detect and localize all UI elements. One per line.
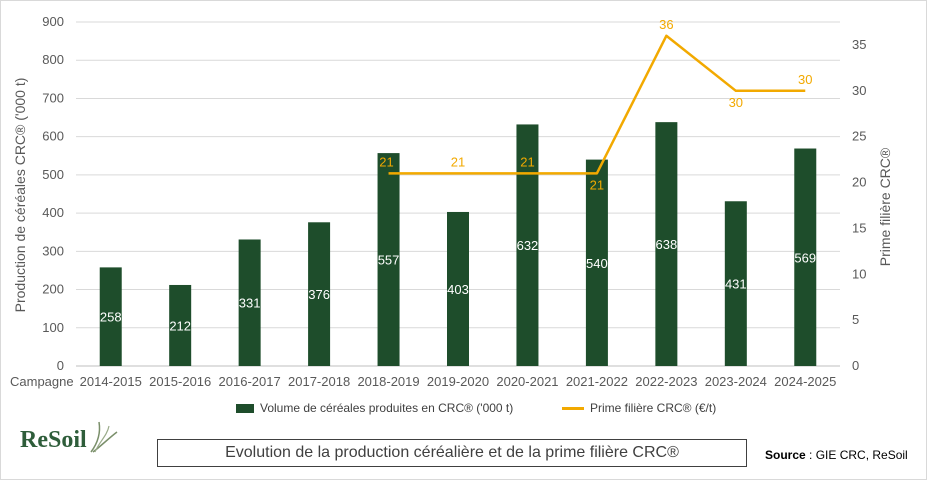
x-tick-label: 2021-2022 — [566, 374, 628, 389]
bar-data-label: 431 — [725, 277, 747, 292]
bar-data-label: 632 — [517, 238, 539, 253]
bar-data-label: 212 — [169, 318, 191, 333]
bar-data-label: 557 — [378, 253, 400, 268]
bar-data-label: 258 — [100, 310, 122, 325]
legend-label-volume: Volume de céréales produites en CRC® ('0… — [260, 401, 514, 415]
bar-data-label: 376 — [308, 287, 330, 302]
x-tick-label: 2022-2023 — [635, 374, 697, 389]
line-data-label: 30 — [798, 72, 812, 87]
right-tick-label: 0 — [852, 358, 859, 373]
bar — [169, 284, 192, 366]
bar-data-label: 638 — [656, 237, 678, 252]
gridlines — [76, 21, 840, 367]
resoil-logo: ReSoil — [20, 420, 121, 454]
bar — [516, 124, 539, 367]
bar-data-label: 403 — [447, 282, 469, 297]
bar — [308, 222, 331, 366]
legend-swatch-line — [562, 406, 584, 410]
right-tick-label: 15 — [852, 220, 866, 235]
x-tick-label: 2015-2016 — [149, 374, 211, 389]
bar — [238, 239, 261, 366]
prime-series-line — [388, 34, 806, 175]
leaf-icon — [90, 421, 118, 453]
bar — [447, 211, 469, 366]
bar — [585, 159, 608, 366]
x-tick-label: 2020-2021 — [496, 374, 558, 389]
x-tick-label: 2017-2018 — [288, 374, 350, 389]
legend-label-prime: Prime filière CRC® (€/t) — [590, 401, 717, 415]
x-tick-label: 2019-2020 — [427, 374, 489, 389]
left-tick-label: 900 — [42, 14, 64, 29]
left-tick-label: 400 — [42, 205, 64, 220]
bar — [655, 122, 678, 367]
bar — [794, 148, 817, 366]
x-tick-label: 2014-2015 — [80, 374, 142, 389]
bar-data-label: 540 — [586, 256, 608, 271]
x-axis-ticks: 2014-2015 2015-2016 2016-2017 2017-2018 2018… — [80, 374, 837, 389]
source-note: Source : GIE CRC, ReSoil — [765, 448, 908, 462]
left-tick-label: 300 — [42, 243, 64, 258]
left-axis-ticks: 0 100 200 300 400 500 600 700 800 900 — [42, 14, 64, 373]
bar — [377, 153, 400, 366]
prime-line — [388, 34, 806, 175]
y-axis-title-right: Prime filière CRC® — [877, 147, 893, 266]
bars — [99, 122, 817, 367]
left-tick-label: 200 — [42, 282, 64, 297]
x-tick-label: 2023-2024 — [705, 374, 767, 389]
combo-chart: 0 100 200 300 400 500 600 700 800 900 0 5 10 15 20 25 3… — [10, 14, 893, 389]
line-data-label: 30 — [729, 95, 743, 110]
source-text: : GIE CRC, ReSoil — [805, 448, 908, 462]
bar-data-label: 569 — [794, 250, 816, 265]
line-data-label: 21 — [379, 154, 393, 169]
right-tick-label: 30 — [852, 83, 866, 98]
bar-labels: 258 212 331 376 557 403 632 540 638 431 569 — [100, 237, 816, 333]
chart-title: Evolution de la production céréalière et… — [157, 439, 747, 467]
line-labels: 21 21 21 21 36 30 30 — [379, 17, 812, 193]
x-tick-label: 2018-2019 — [357, 374, 419, 389]
right-tick-label: 25 — [852, 129, 866, 144]
x-axis-prefix: Campagne — [10, 374, 74, 389]
line-data-label: 21 — [451, 154, 465, 169]
logo-text: ReSoil — [20, 427, 87, 453]
line-data-label: 21 — [590, 177, 604, 192]
legend-swatch-bar — [236, 403, 254, 413]
left-tick-label: 700 — [42, 90, 64, 105]
bar — [99, 267, 122, 366]
left-tick-label: 500 — [42, 167, 64, 182]
left-tick-label: 0 — [57, 358, 64, 373]
right-axis-ticks: 0 5 10 15 20 25 30 35 — [852, 37, 866, 373]
left-tick-label: 800 — [42, 52, 64, 67]
legend-item-volume: Volume de céréales produites en CRC® ('0… — [236, 401, 513, 415]
right-tick-label: 20 — [852, 175, 866, 190]
source-label: Source — [765, 448, 806, 462]
right-tick-label: 5 — [852, 312, 859, 327]
bar-data-label: 331 — [239, 296, 261, 311]
y-axis-title-left: Production de céréales CRC® ('000 t) — [12, 78, 28, 313]
x-tick-label: 2024-2025 — [774, 374, 836, 389]
x-tick-label: 2016-2017 — [219, 374, 281, 389]
right-tick-label: 10 — [852, 266, 866, 281]
right-tick-label: 35 — [852, 37, 866, 52]
bar — [724, 201, 747, 366]
legend-item-prime: Prime filière CRC® (€/t) — [562, 401, 716, 415]
line-data-label: 21 — [520, 154, 534, 169]
line-data-label: 36 — [659, 17, 673, 32]
left-tick-label: 100 — [42, 320, 64, 335]
left-tick-label: 600 — [42, 129, 64, 144]
